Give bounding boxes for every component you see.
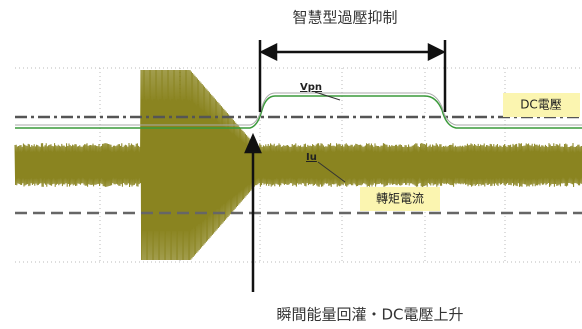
noise-band: [14, 69, 582, 261]
dc-voltage-label: DC電壓: [520, 98, 562, 112]
leader-line: [317, 161, 346, 183]
suppression-bracket: [258, 40, 447, 112]
label-box: [360, 187, 440, 211]
iu-label: Iu: [306, 152, 317, 163]
vpn-label: Vpn: [300, 82, 322, 93]
vpn-waveform: [15, 95, 582, 129]
current-waveform: [14, 69, 582, 261]
leader-line: [314, 91, 341, 101]
label-box: [503, 93, 580, 117]
energy-arrow: [244, 132, 262, 292]
torque-current-label: 轉矩電流: [376, 192, 424, 206]
title: 智慧型過壓抑制: [292, 9, 397, 27]
vpn-waveform-trace: [15, 92, 582, 126]
caption: 瞬間能量回灌・DC電壓上升: [276, 306, 463, 324]
